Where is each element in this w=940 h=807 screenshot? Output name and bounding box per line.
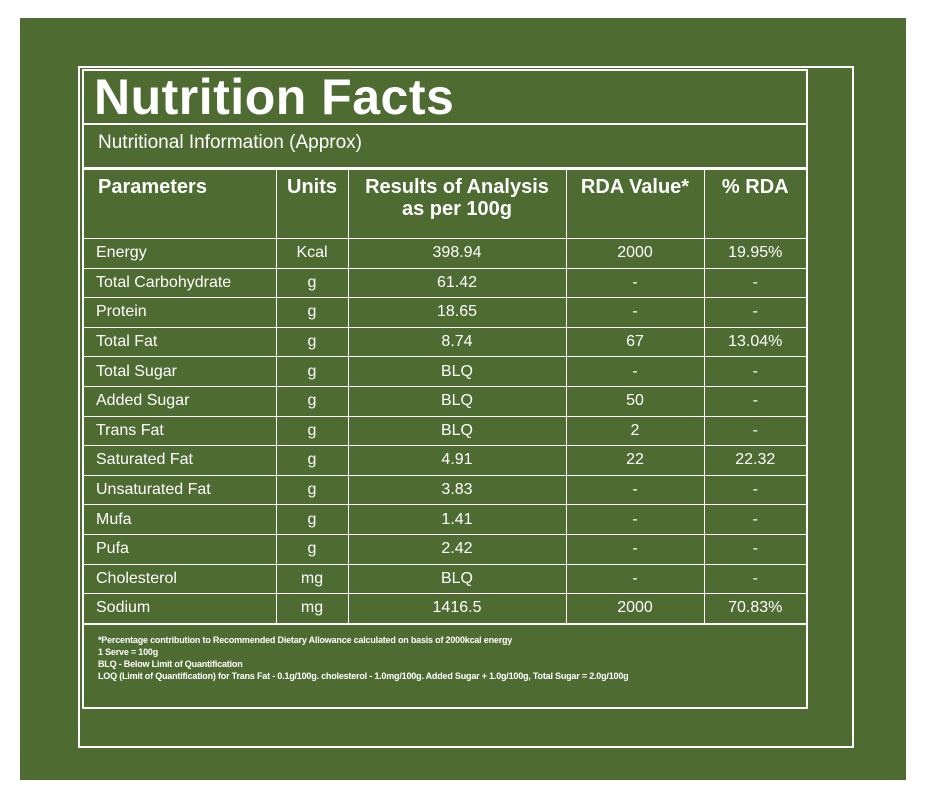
footnote-loq: LOQ (Limit of Quantification) for Trans … xyxy=(98,670,629,681)
cell-unit: g xyxy=(275,297,349,328)
header-units: Units xyxy=(275,169,349,239)
cell-unit: Kcal xyxy=(275,238,349,269)
cell-unit: g xyxy=(275,533,349,565)
cell-unit: g xyxy=(275,415,349,447)
cell-pct-rda: 13.04% xyxy=(703,326,806,358)
cell-unit: g xyxy=(275,445,349,476)
table-row: Added Sugar g BLQ 50- xyxy=(84,385,806,417)
cell-pct-rda: - xyxy=(703,356,806,387)
nutrition-facts-panel: Nutrition Facts Nutritional Information … xyxy=(82,69,808,709)
cell-unit: mg xyxy=(275,563,349,595)
panel-title: Nutrition Facts xyxy=(84,71,806,125)
cell-rda-value: 22 xyxy=(565,445,705,476)
cell-unit: mg xyxy=(275,593,349,624)
cell-unit: g xyxy=(275,474,349,506)
cell-unit: g xyxy=(275,385,349,417)
cell-rda-value: 2000 xyxy=(565,238,705,269)
cell-rda-value: 50 xyxy=(565,385,705,417)
table-row: Mufa g 1.41- - xyxy=(84,504,806,535)
header-parameters: Parameters xyxy=(84,169,277,239)
cell-rda-value: - xyxy=(565,533,705,565)
cell-result: 18.65 xyxy=(347,297,567,328)
cell-parameter: Total Carbohydrate xyxy=(84,267,277,299)
header-results-line2: as per 100g xyxy=(401,198,513,220)
cell-result: 8.74 xyxy=(347,326,567,358)
cell-result: BLQ xyxy=(347,356,567,387)
cell-result: 398.94 xyxy=(347,238,567,269)
cell-result: 1416.5 xyxy=(347,593,567,624)
cell-rda-value: 67 xyxy=(565,326,705,358)
cell-parameter: Energy xyxy=(84,238,277,269)
table-row: Energy Kcal 398.94 2000 19.95% xyxy=(84,238,806,269)
cell-rda-value: - xyxy=(565,474,705,506)
cell-pct-rda: - xyxy=(703,533,806,565)
cell-rda-value: - xyxy=(565,504,705,535)
cell-parameter: Total Sugar xyxy=(84,356,277,387)
cell-parameter: Saturated Fat xyxy=(84,445,277,476)
cell-pct-rda: - xyxy=(703,563,806,595)
table-row: Sodium mg 1416.5 2000 70.83% xyxy=(84,593,806,624)
cell-result: 2.42 xyxy=(347,533,567,565)
cell-result: 3.83 xyxy=(347,474,567,506)
cell-parameter: Sodium xyxy=(84,593,277,624)
header-results: Results of Analysis as per 100g xyxy=(347,169,567,239)
table-row: Pufa g 2.42- - xyxy=(84,533,806,565)
cell-parameter: Total Fat xyxy=(84,326,277,358)
cell-parameter: Unsaturated Fat xyxy=(84,474,277,506)
header-pct-rda: % RDA xyxy=(703,169,806,239)
table-row: Total Sugar g BLQ - - xyxy=(84,356,806,387)
footnote-blq: BLQ - Below Limit of Quantification xyxy=(98,658,243,669)
panel-subtitle: Nutritional Information (Approx) xyxy=(84,125,806,169)
table-row: Trans Fat g BLQ 2- xyxy=(84,415,806,447)
cell-result: 4.91 xyxy=(347,445,567,476)
cell-pct-rda: 22.32 xyxy=(703,445,806,476)
cell-parameter: Protein xyxy=(84,297,277,328)
cell-pct-rda: - xyxy=(703,267,806,299)
cell-pct-rda: - xyxy=(703,474,806,506)
cell-unit: g xyxy=(275,504,349,535)
cell-unit: g xyxy=(275,267,349,299)
cell-pct-rda: - xyxy=(703,385,806,417)
table-body: Energy Kcal 398.94 2000 19.95% Total Carbohyd… xyxy=(84,238,806,624)
cell-parameter: Added Sugar xyxy=(84,385,277,417)
table-row: Total Carbohydrate g 61.42- - xyxy=(84,267,806,299)
cell-rda-value: 2 xyxy=(565,415,705,447)
cell-result: BLQ xyxy=(347,563,567,595)
table-header-row: Parameters Units Results of Analysis as … xyxy=(84,169,806,239)
cell-unit: g xyxy=(275,326,349,358)
cell-rda-value: - xyxy=(565,356,705,387)
table-row: Total Fat g 8.74 67 13.04% xyxy=(84,326,806,358)
table-row: Protein g 18.65- - xyxy=(84,297,806,328)
header-rda-value: RDA Value* xyxy=(565,169,705,239)
footnotes: *Percentage contribution to Recommended … xyxy=(84,623,806,682)
nutrition-table: Parameters Units Results of Analysis as … xyxy=(84,169,806,624)
table-row: Cholesterol mg BLQ - - xyxy=(84,563,806,595)
footnote-serve-size: 1 Serve = 100g xyxy=(98,646,158,657)
cell-result: BLQ xyxy=(347,415,567,447)
cell-parameter: Trans Fat xyxy=(84,415,277,447)
cell-rda-value: - xyxy=(565,267,705,299)
cell-rda-value: - xyxy=(565,297,705,328)
cell-pct-rda: - xyxy=(703,504,806,535)
cell-pct-rda: 70.83% xyxy=(703,593,806,624)
outer-frame xyxy=(78,66,854,748)
cell-pct-rda: 19.95% xyxy=(703,238,806,269)
cell-pct-rda: - xyxy=(703,297,806,328)
header-results-line1: Results of Analysis xyxy=(365,176,549,198)
cell-pct-rda: - xyxy=(703,415,806,447)
cell-rda-value: - xyxy=(565,563,705,595)
cell-parameter: Pufa xyxy=(84,533,277,565)
cell-parameter: Mufa xyxy=(84,504,277,535)
cell-result: BLQ xyxy=(347,385,567,417)
footnote-rda-basis: *Percentage contribution to Recommended … xyxy=(98,634,513,645)
cell-rda-value: 2000 xyxy=(565,593,705,624)
cell-parameter: Cholesterol xyxy=(84,563,277,595)
cell-result: 1.41 xyxy=(347,504,567,535)
cell-result: 61.42 xyxy=(347,267,567,299)
table-row: Unsaturated Fat g 3.83- - xyxy=(84,474,806,506)
cell-unit: g xyxy=(275,356,349,387)
table-row: Saturated Fat g 4.91 22 22.32 xyxy=(84,445,806,476)
